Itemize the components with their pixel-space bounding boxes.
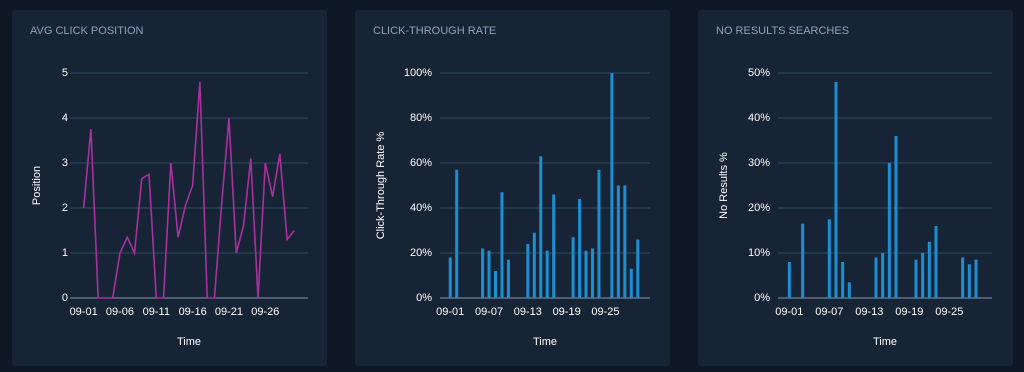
x-tick-label: 09-26 xyxy=(251,306,279,318)
y-tick-label: 100% xyxy=(404,67,432,79)
bar xyxy=(881,253,885,298)
bar xyxy=(532,232,536,298)
bar xyxy=(787,262,791,298)
bar xyxy=(623,185,627,298)
bar xyxy=(887,163,891,298)
x-tick-label: 09-19 xyxy=(553,306,581,318)
bar xyxy=(526,244,530,298)
x-tick-label: 09-13 xyxy=(514,306,542,318)
y-axis-title: Click-Through Rate % xyxy=(375,131,387,239)
bar xyxy=(827,219,831,298)
y-axis-title: Position xyxy=(31,166,43,205)
y-tick-label: 0 xyxy=(62,292,68,304)
bar xyxy=(847,282,851,298)
bar xyxy=(494,271,497,298)
x-tick-label: 09-25 xyxy=(935,306,963,318)
bar xyxy=(801,223,805,298)
bar xyxy=(506,259,510,298)
bar xyxy=(914,259,918,298)
bar xyxy=(500,192,504,298)
bar xyxy=(834,82,838,298)
panel-title: CLICK-THROUGH RATE xyxy=(373,25,496,37)
x-tick-label: 09-25 xyxy=(591,306,619,318)
x-tick-label: 09-21 xyxy=(215,306,243,318)
y-tick-label: 20% xyxy=(748,202,770,214)
bar xyxy=(571,237,575,298)
y-tick-label: 4 xyxy=(62,112,68,124)
y-tick-label: 60% xyxy=(410,157,432,169)
x-axis-title: Time xyxy=(177,336,201,348)
bar xyxy=(927,241,931,298)
y-tick-label: 3 xyxy=(62,157,68,169)
bar xyxy=(921,253,925,298)
x-tick-label: 09-01 xyxy=(775,306,803,318)
bar xyxy=(629,268,633,298)
bar xyxy=(967,264,971,298)
bar xyxy=(636,239,640,298)
y-tick-label: 80% xyxy=(410,112,432,124)
bar xyxy=(584,250,588,298)
y-tick-label: 40% xyxy=(410,202,432,214)
line-series xyxy=(82,81,295,299)
y-tick-label: 5 xyxy=(62,67,68,79)
y-tick-label: 30% xyxy=(748,157,770,169)
bar xyxy=(545,250,549,298)
y-tick-label: 40% xyxy=(748,112,770,124)
y-tick-label: 2 xyxy=(62,202,68,214)
x-tick-label: 09-06 xyxy=(106,306,134,318)
x-tick-label: 09-11 xyxy=(143,306,170,318)
x-tick-label: 09-01 xyxy=(70,306,98,318)
bar xyxy=(552,194,556,298)
y-tick-label: 50% xyxy=(748,67,770,79)
panel-title: NO RESULTS SEARCHES xyxy=(716,25,849,37)
bar xyxy=(481,248,485,298)
x-axis-title: Time xyxy=(873,336,897,348)
x-tick-label: 09-13 xyxy=(855,306,883,318)
y-tick-label: 10% xyxy=(748,247,770,259)
y-axis-title: No Results % xyxy=(718,152,730,219)
bar xyxy=(455,169,459,298)
x-axis-title: Time xyxy=(533,336,557,348)
bar xyxy=(610,73,614,298)
bar xyxy=(591,248,594,298)
x-tick-label: 09-07 xyxy=(815,306,843,318)
panel xyxy=(698,10,1013,366)
bar xyxy=(974,259,978,298)
bar xyxy=(874,257,878,298)
bar xyxy=(934,226,938,298)
bar xyxy=(487,250,491,298)
bar xyxy=(597,169,601,298)
bar xyxy=(961,257,965,298)
bar xyxy=(894,136,898,298)
bar xyxy=(578,199,582,298)
y-tick-label: 1 xyxy=(62,247,68,259)
y-tick-label: 0% xyxy=(754,292,770,304)
y-tick-label: 0% xyxy=(416,292,432,304)
x-tick-label: 09-16 xyxy=(179,306,207,318)
bar xyxy=(841,262,845,298)
panel-title: AVG CLICK POSITION xyxy=(30,25,144,37)
bar xyxy=(539,156,543,298)
bar xyxy=(448,257,452,298)
bar xyxy=(616,185,620,298)
y-tick-label: 20% xyxy=(410,247,432,259)
x-tick-label: 09-19 xyxy=(895,306,923,318)
x-tick-label: 09-07 xyxy=(475,306,503,318)
panel xyxy=(355,10,670,366)
x-tick-label: 09-01 xyxy=(436,306,464,318)
